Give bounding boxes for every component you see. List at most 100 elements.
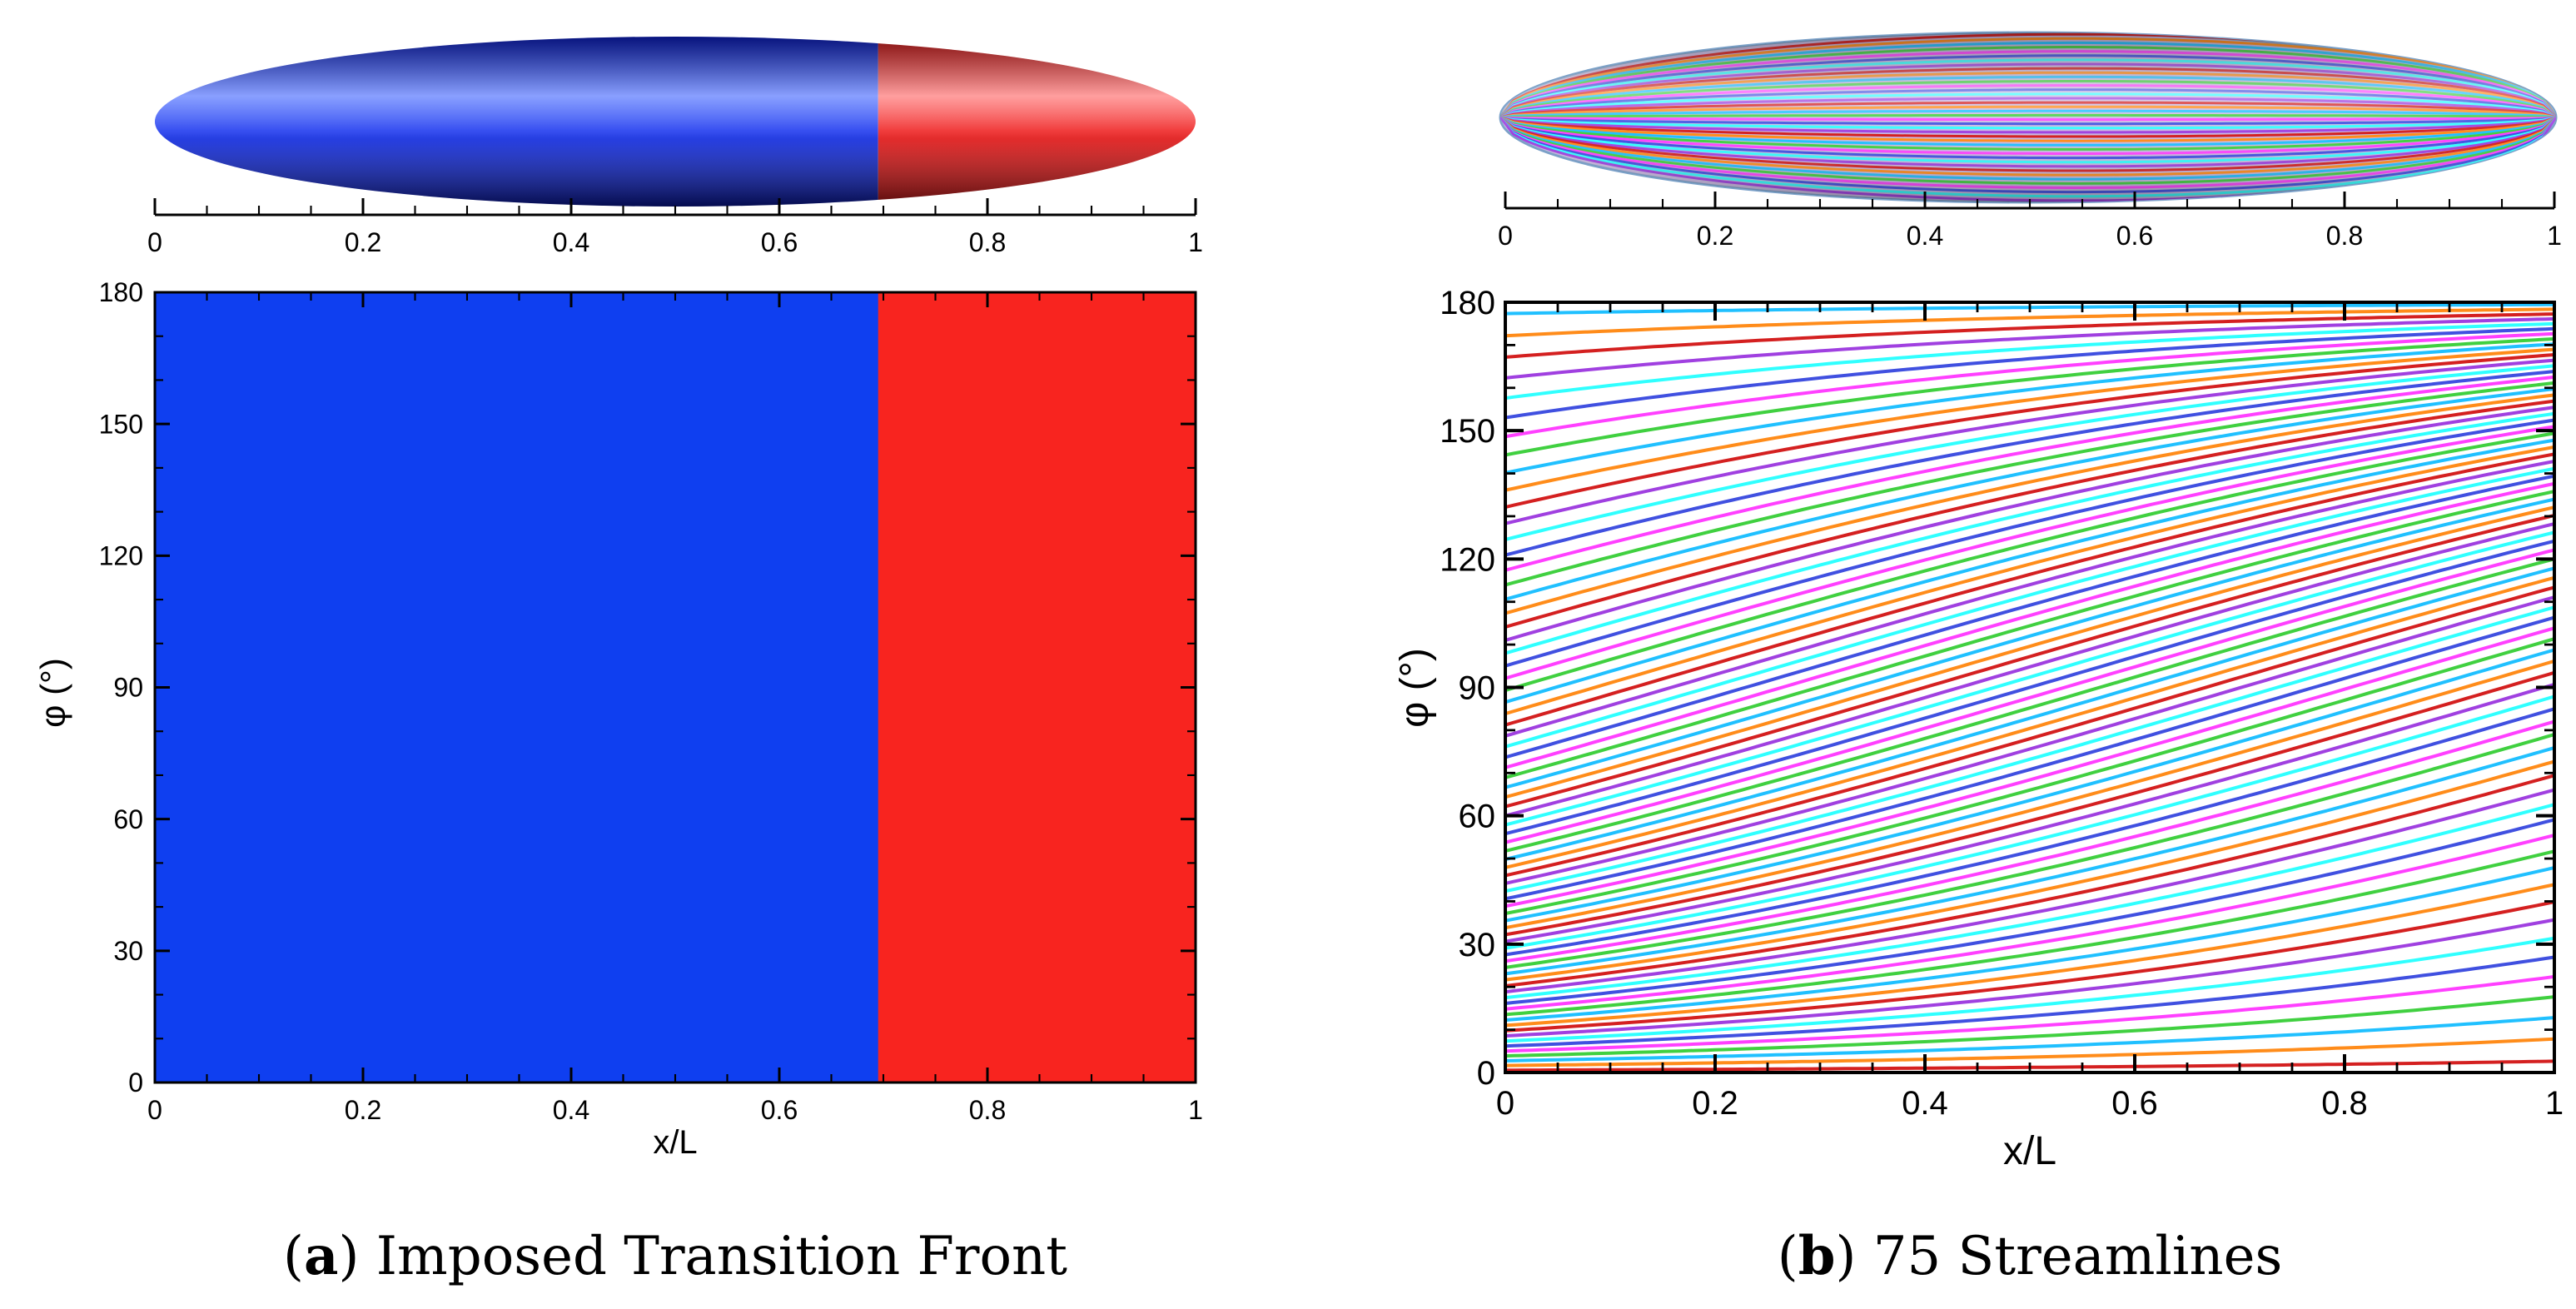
x-tick-label: 0.6 [761,1095,798,1125]
top-axis-tick-label: 0.6 [2116,221,2153,251]
top-axis-tick-label: 0.6 [761,227,798,257]
streamline [1505,936,2554,1043]
streamline [1505,497,2554,789]
y-tick-label: 180 [99,277,143,307]
streamline [1505,682,2554,943]
streamline [1505,637,2554,915]
plot-area-a [153,291,1197,1084]
caption-letter-b: b [1798,1225,1836,1287]
streamline [1505,759,2554,982]
y-tick-label: 120 [1440,541,1495,578]
streamline [1505,575,2554,869]
streamline [1505,438,2554,704]
streamline [1505,1037,2554,1068]
x-axis-label-b: x/L [2003,1129,2056,1173]
top-axis-tick-label: 1 [2547,221,2562,251]
caption-b: (b) 75 Streamlines [1778,1225,2283,1287]
y-tick-label: 150 [1440,413,1495,450]
streamline [1505,995,2554,1058]
streamline [1505,866,2554,1022]
streamline [1505,460,2554,738]
y-tick-label: 0 [128,1068,143,1097]
streamline [1505,364,2554,541]
x-tick-label: 1 [2545,1085,2564,1122]
streamline [1505,659,2554,930]
axis-ticks-b: 0 0.2 0.4 0.6 0.8 1 0 30 60 90 120 150 180 [1440,285,2564,1122]
streamline [1505,694,2554,950]
y-tick-label: 90 [113,673,143,703]
streamline [1505,466,2554,749]
streamline [1505,539,2554,836]
top-axis-tick-label: 0.8 [2326,221,2363,251]
streamline [1505,955,2554,1048]
streamline [1505,326,2554,420]
streamline [1505,974,2554,1053]
streamline [1505,803,2554,1000]
streamline [1505,337,2554,457]
streamline [1505,719,2554,963]
streamline [1505,490,2554,779]
top-axis-b: 0 0.2 0.4 0.6 0.8 1 [1498,192,2562,251]
streamline [1505,321,2554,401]
x-tick-label: 0.6 [2111,1085,2158,1122]
panel-a: 0 0.2 0.4 0.6 0.8 1 0 0.2 0.4 0.6 0.8 1 0 30 60 90 120 1… [33,37,1203,1287]
caption-text-b: 75 Streamlines [1856,1226,2282,1287]
streamline [1505,418,2554,668]
streamline [1505,358,2554,525]
streamline [1505,353,2554,509]
y-tick-label: 120 [99,541,143,571]
streamline [1505,670,2554,937]
ellipsoid-highlight [155,37,1196,207]
streamline [1505,431,2554,693]
streamline [1505,788,2554,994]
y-tick-label: 60 [1459,799,1496,835]
plot-area-b [1504,301,2556,1074]
streamline [1505,818,2554,1005]
top-axis-tick-label: 0.4 [1907,221,1943,251]
ellipsoid-a [155,37,1196,207]
caption-letter-a: a [304,1225,338,1287]
streamline [1505,514,2554,809]
ellipsoid-highlight-b [1500,32,2556,202]
top-axis-tick-label: 1 [1188,227,1203,257]
y-tick-label: 150 [99,409,143,439]
panel-b: 0 0.2 0.4 0.6 0.8 1 0 0.2 0.4 0.6 0.8 1 0 30 60 90 120 1… [1393,31,2564,1287]
streamline [1505,605,2554,893]
streamline [1505,387,2554,601]
streamline [1505,918,2554,1038]
x-tick-label: 0.2 [1692,1085,1738,1122]
y-tick-label: 30 [1459,927,1496,963]
streamline [1505,746,2554,976]
top-axis-a: 0 0.2 0.4 0.6 0.8 1 [147,198,1203,257]
x-tick-label: 0 [147,1095,162,1125]
streamline [1505,900,2554,1033]
streamline [1505,347,2554,492]
streamline [1505,648,2554,923]
streamline [1505,834,2554,1011]
top-axis-tick-label: 0 [147,227,162,257]
streamline [1505,399,2554,629]
streamline [1505,411,2554,655]
x-tick-label: 0.2 [345,1095,381,1125]
y-tick-label: 60 [113,804,143,834]
streamline [1505,774,2554,988]
streamline [1505,1016,2554,1063]
streamline [1505,406,2554,642]
streamline [1505,849,2554,1017]
streamline [1505,522,2554,818]
x-tick-label: 0.4 [553,1095,589,1125]
caption-a: (a) Imposed Transition Front [283,1225,1067,1287]
streamline [1505,883,2554,1028]
x-tick-label: 0.8 [2321,1085,2368,1122]
streamline [1505,425,2554,680]
x-tick-label: 1 [1188,1095,1203,1125]
y-tick-label: 180 [1440,285,1495,321]
streamline [1505,707,2554,957]
streamline [1505,375,2554,572]
y-tick-label: 30 [113,936,143,966]
streamline [1505,342,2554,475]
streamline [1505,452,2554,727]
streamline [1505,595,2554,885]
streamline [1505,548,2554,844]
